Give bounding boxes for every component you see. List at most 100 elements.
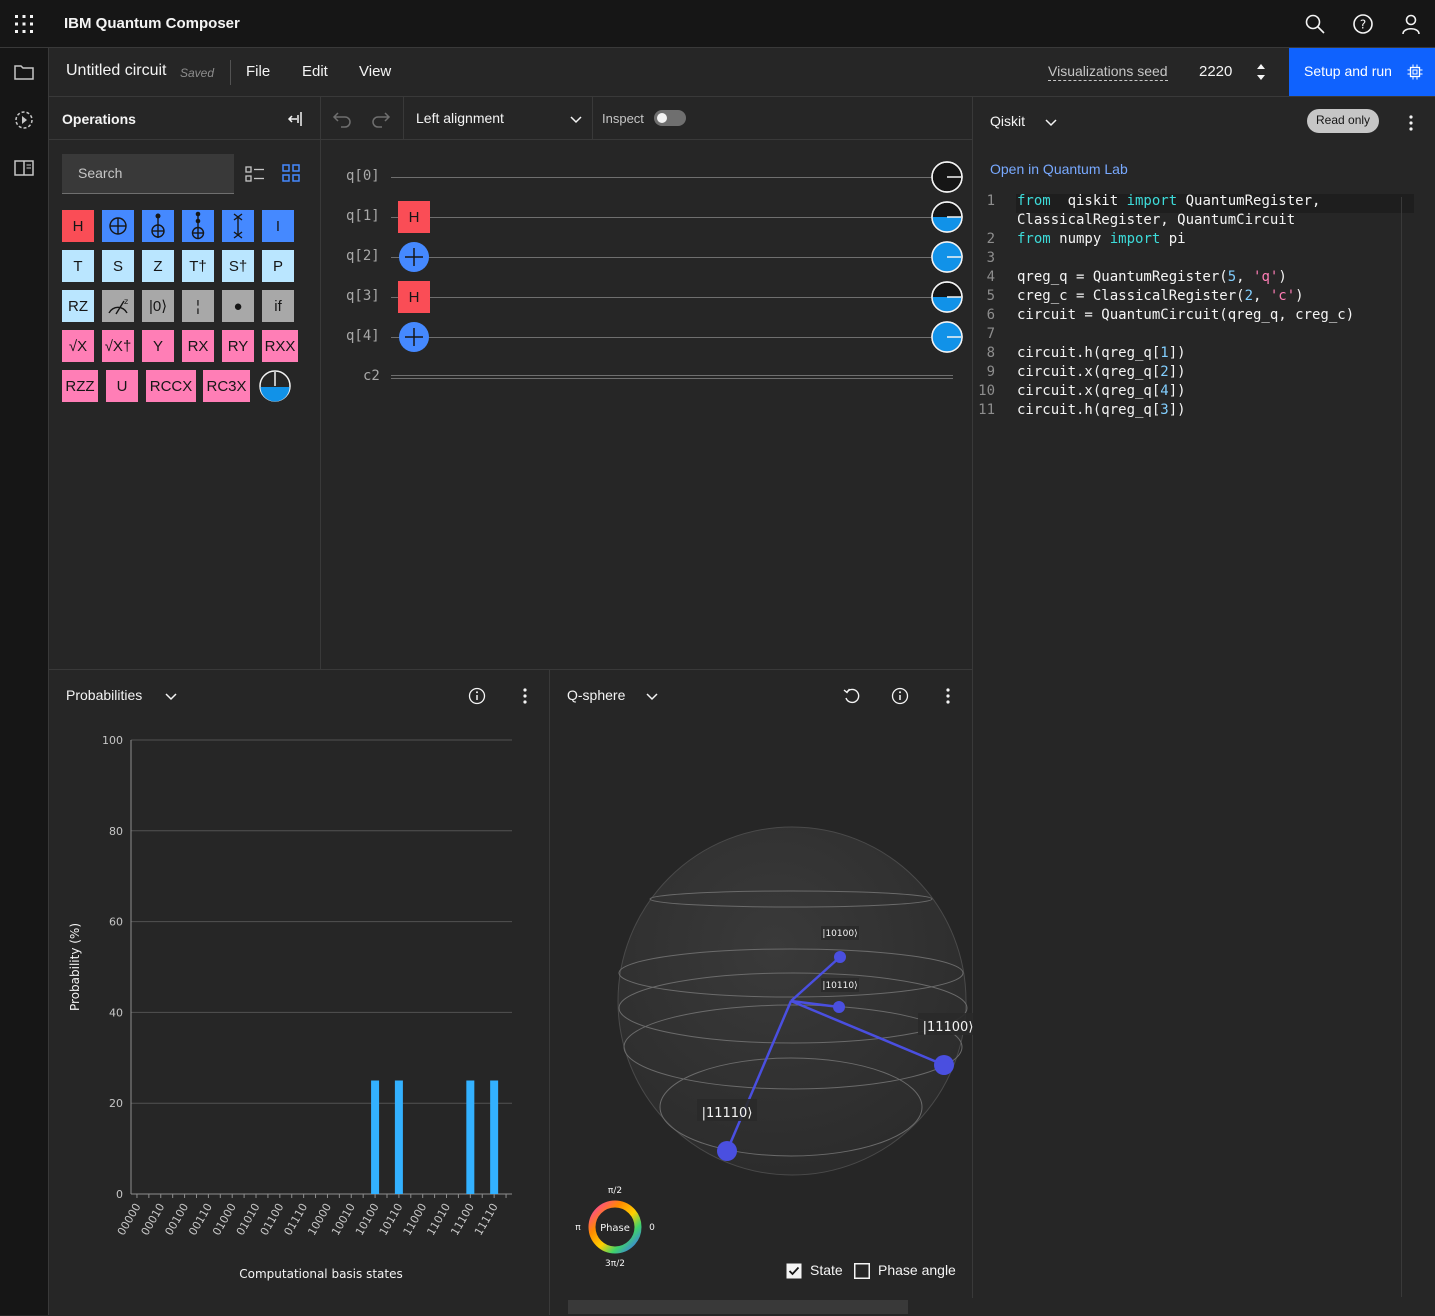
- reset-view-icon[interactable]: [842, 686, 862, 706]
- language-dropdown[interactable]: Qiskit: [990, 113, 1025, 129]
- circuit-gate-x[interactable]: [398, 321, 430, 353]
- open-in-quantum-lab-link[interactable]: Open in Quantum Lab: [990, 161, 1128, 177]
- gate-r1c2[interactable]: Z: [142, 250, 174, 282]
- state-node[interactable]: [833, 1001, 845, 1013]
- state-checkbox[interactable]: [786, 1263, 802, 1279]
- gate-r0c0[interactable]: H: [62, 210, 94, 242]
- gate-r3c2[interactable]: Y: [142, 330, 174, 362]
- qsphere-canvas[interactable]: |10100⟩ |10110⟩ |11100⟩ |11110⟩: [550, 670, 973, 1316]
- qubit-wire[interactable]: [391, 297, 931, 298]
- gate-toffoli[interactable]: [142, 210, 174, 242]
- seed-value[interactable]: 2220: [1199, 63, 1233, 80]
- circuit-gate-h[interactable]: H: [398, 201, 430, 233]
- state-node[interactable]: [834, 951, 846, 963]
- search-icon[interactable]: [1303, 12, 1327, 36]
- list-view-icon[interactable]: [245, 164, 265, 184]
- qubit-wire[interactable]: [391, 337, 931, 338]
- collapse-panel-icon[interactable]: [287, 110, 305, 128]
- code-token: circuit.h(qreg_q[: [1017, 345, 1161, 361]
- history-icon[interactable]: [13, 109, 35, 131]
- gate-r0c5[interactable]: I: [262, 210, 294, 242]
- scrollbar-thumb[interactable]: [568, 1300, 908, 1314]
- gate-r3c0[interactable]: √X: [62, 330, 94, 362]
- redo-icon[interactable]: [370, 109, 392, 129]
- gate-r2c5[interactable]: if: [262, 290, 294, 322]
- probability-disc-icon[interactable]: [930, 280, 964, 314]
- state-label-bg: [821, 978, 859, 992]
- probability-disc-icon[interactable]: [930, 200, 964, 234]
- probability-gate-icon[interactable]: [259, 370, 291, 402]
- gate-r3c4[interactable]: RY: [222, 330, 254, 362]
- bar-10100[interactable]: [371, 1080, 380, 1195]
- folder-icon[interactable]: [13, 61, 35, 83]
- circuit-gate-x[interactable]: [398, 241, 430, 273]
- overflow-menu-icon[interactable]: [1401, 113, 1421, 133]
- code-token: circuit = QuantumCircuit(qreg_q, creg_c): [1017, 307, 1355, 323]
- visualizations-seed-label[interactable]: Visualizations seed: [1048, 63, 1168, 81]
- gate-r2c3[interactable]: ¦: [182, 290, 214, 322]
- state-node[interactable]: [934, 1055, 954, 1075]
- editor-scrollbar[interactable]: [1401, 197, 1402, 1297]
- gate-r3c1[interactable]: √X†: [102, 330, 134, 362]
- info-icon[interactable]: [890, 686, 910, 706]
- gate-r1c5[interactable]: P: [262, 250, 294, 282]
- qsphere-title[interactable]: Q-sphere: [567, 687, 625, 703]
- gate-r4c3[interactable]: RC3X: [203, 370, 250, 402]
- qubit-wire[interactable]: [391, 177, 931, 178]
- gate-r3c5[interactable]: RXX: [262, 330, 298, 362]
- operations-search-input[interactable]: Search: [62, 154, 234, 194]
- gate-r1c4[interactable]: S†: [222, 250, 254, 282]
- gate-r1c0[interactable]: T: [62, 250, 94, 282]
- user-icon[interactable]: [1399, 12, 1423, 36]
- overflow-menu-icon[interactable]: [938, 686, 958, 706]
- gate-r4c2[interactable]: RCCX: [146, 370, 196, 402]
- info-icon[interactable]: [467, 686, 487, 706]
- gate-r2c0[interactable]: RZ: [62, 290, 94, 322]
- gate-cnot[interactable]: [102, 210, 134, 242]
- app-switcher-icon[interactable]: [12, 12, 36, 36]
- chevron-down-icon[interactable]: [1044, 115, 1058, 129]
- inspect-toggle[interactable]: [654, 110, 686, 126]
- gate-measure[interactable]: z: [102, 290, 134, 322]
- chevron-down-icon[interactable]: [645, 689, 659, 703]
- gate-ccx[interactable]: [182, 210, 214, 242]
- gate-r1c3[interactable]: T†: [182, 250, 214, 282]
- overflow-menu-icon[interactable]: [515, 686, 535, 706]
- gate-r1c1[interactable]: S: [102, 250, 134, 282]
- seed-stepper-icon[interactable]: [1253, 60, 1269, 84]
- qubit-wire[interactable]: [391, 217, 931, 218]
- horizontal-scrollbar[interactable]: [550, 1298, 973, 1316]
- phase-angle-checkbox-label[interactable]: Phase angle: [878, 1262, 956, 1278]
- docs-icon[interactable]: [13, 157, 35, 179]
- probability-disc-icon[interactable]: [930, 240, 964, 274]
- setup-and-run-button[interactable]: Setup and run: [1289, 48, 1435, 96]
- bar-10110[interactable]: [394, 1080, 403, 1195]
- bar-11110[interactable]: [490, 1080, 499, 1195]
- grid-view-icon[interactable]: [282, 164, 300, 182]
- bar-11100[interactable]: [466, 1080, 475, 1195]
- classical-wire[interactable]: [391, 375, 953, 379]
- gate-r2c2[interactable]: |0⟩: [142, 290, 174, 322]
- probability-disc-icon[interactable]: [930, 320, 964, 354]
- circuit-title[interactable]: Untitled circuit: [66, 62, 167, 79]
- gate-r4c0[interactable]: RZZ: [62, 370, 98, 402]
- code-text: from qiskit import QuantumRegister,: [1017, 193, 1320, 209]
- gate-r4c1[interactable]: U: [106, 370, 138, 402]
- probability-disc-icon[interactable]: [930, 160, 964, 194]
- gate-swap[interactable]: [222, 210, 254, 242]
- alignment-dropdown[interactable]: Left alignment: [403, 97, 593, 140]
- state-checkbox-label[interactable]: State: [810, 1262, 843, 1278]
- phase-angle-checkbox[interactable]: [854, 1263, 870, 1279]
- state-node[interactable]: [717, 1141, 737, 1161]
- menu-view[interactable]: View: [359, 63, 392, 80]
- undo-icon[interactable]: [331, 109, 353, 129]
- gate-r2c4[interactable]: ●: [222, 290, 254, 322]
- menu-edit[interactable]: Edit: [302, 63, 328, 80]
- qubit-wire[interactable]: [391, 257, 931, 258]
- circuit-gate-h[interactable]: H: [398, 281, 430, 313]
- chevron-down-icon[interactable]: [164, 689, 178, 703]
- menu-file[interactable]: File: [246, 63, 271, 80]
- gate-r3c3[interactable]: RX: [182, 330, 214, 362]
- help-icon[interactable]: ?: [1351, 12, 1375, 36]
- probabilities-title[interactable]: Probabilities: [66, 687, 142, 703]
